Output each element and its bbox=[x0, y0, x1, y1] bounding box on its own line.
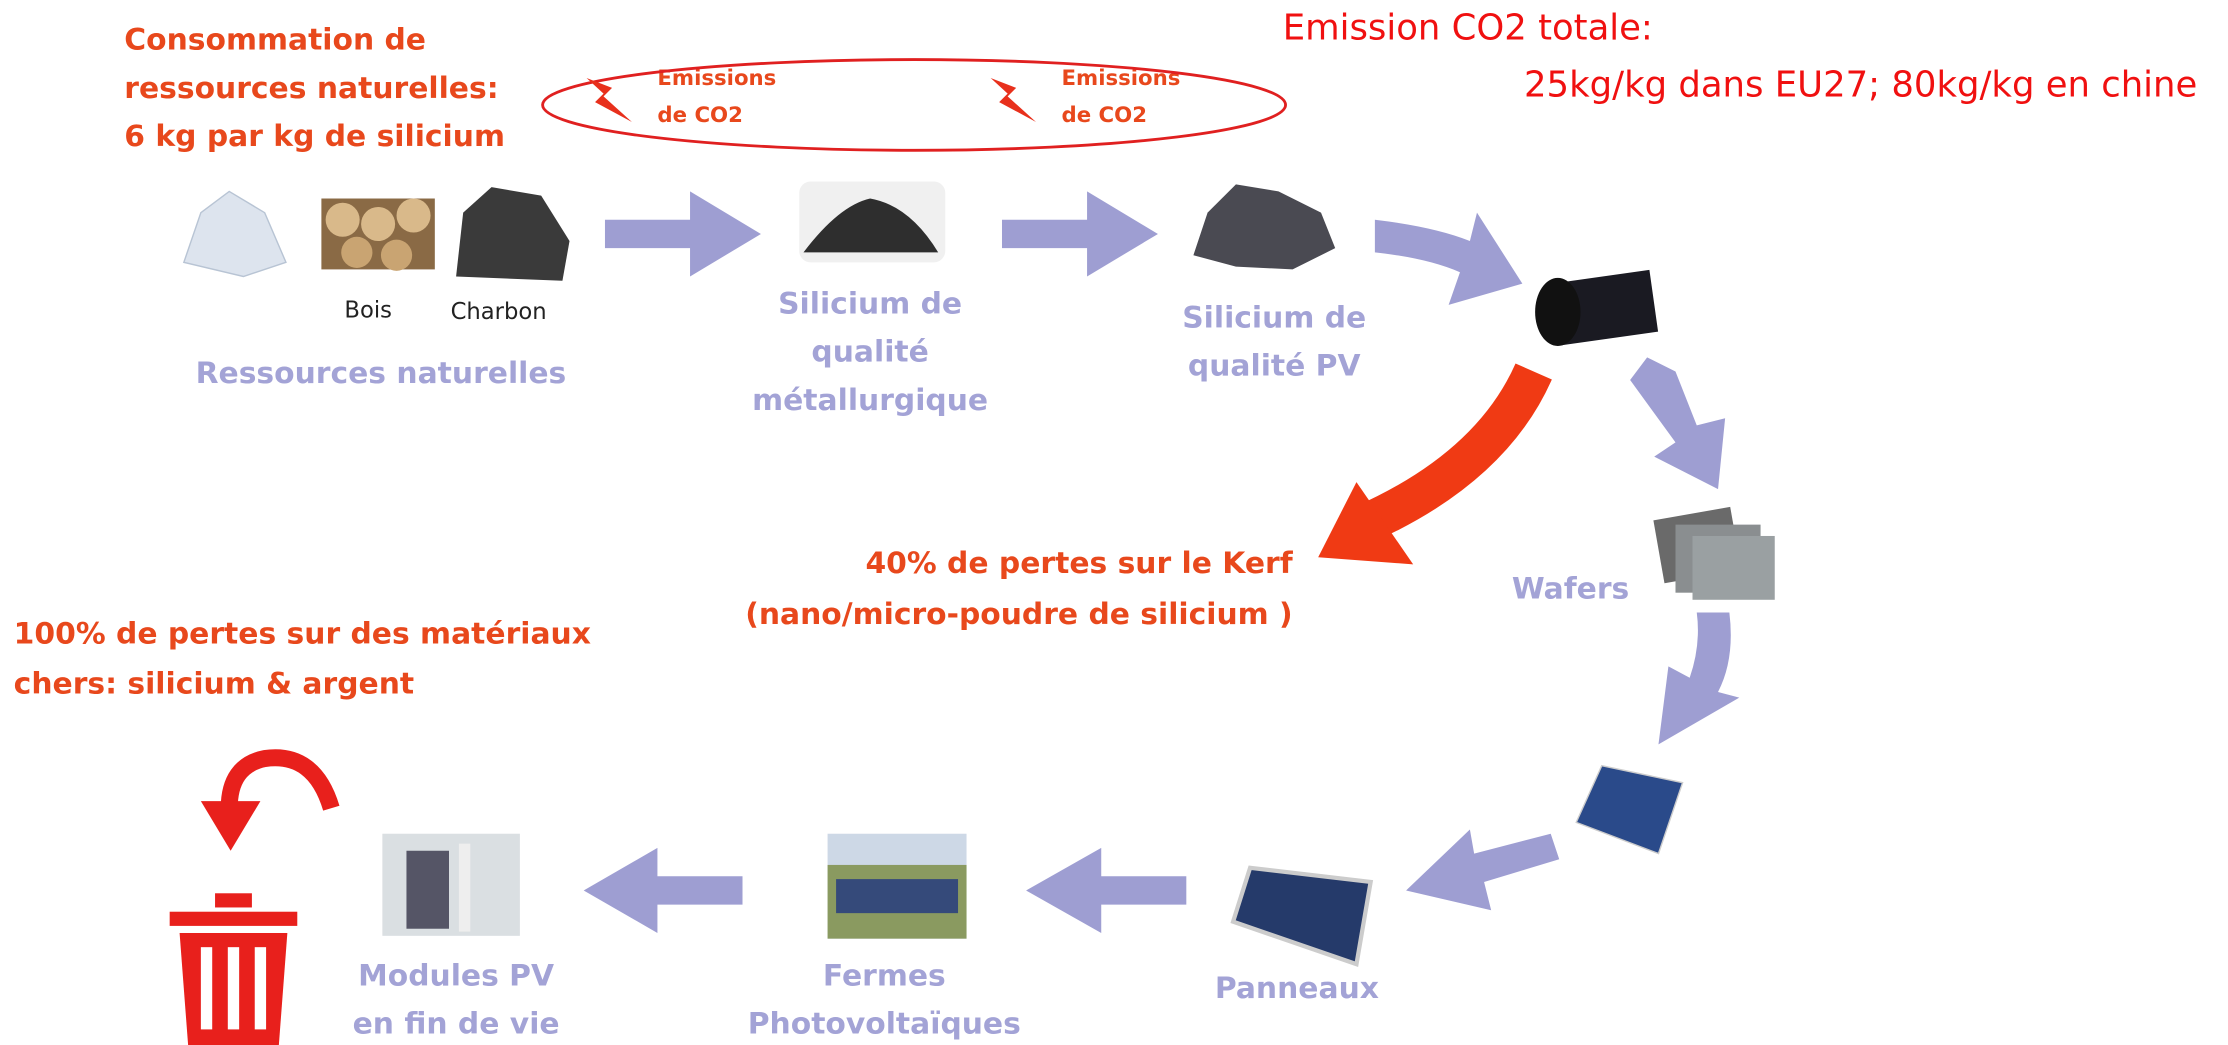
item-label: Charbon bbox=[451, 299, 547, 325]
note: 6 kg par kg de silicium bbox=[124, 119, 505, 154]
step-label: Silicium de bbox=[1182, 301, 1366, 336]
red-arrow bbox=[229, 758, 331, 808]
pv-si bbox=[1193, 184, 1335, 269]
flow-arrow bbox=[1658, 613, 1739, 745]
step-label: qualité bbox=[811, 335, 928, 370]
kerf-loss: (nano/micro-poudre de silicium ) bbox=[745, 597, 1292, 632]
panel bbox=[1233, 868, 1371, 964]
step-label: Photovoltaïques bbox=[748, 1007, 1021, 1042]
emission-label: de CO2 bbox=[657, 103, 742, 128]
wood bbox=[321, 199, 434, 271]
step-label: Ressources naturelles bbox=[196, 356, 567, 391]
lightning bbox=[587, 78, 632, 122]
charcoal bbox=[456, 187, 569, 281]
modules bbox=[382, 834, 520, 936]
kerf-arrow bbox=[1364, 371, 1534, 524]
step-label: Modules PV bbox=[358, 958, 554, 993]
farm bbox=[828, 834, 967, 939]
emission-label: de CO2 bbox=[1062, 103, 1147, 128]
flow-arrow bbox=[605, 191, 761, 276]
solar-cell bbox=[1576, 766, 1682, 854]
flow-arrow bbox=[1002, 191, 1158, 276]
flow-arrow bbox=[1026, 848, 1186, 933]
red-arrow-head bbox=[201, 801, 261, 851]
flow-arrow bbox=[1375, 213, 1522, 305]
step-label: Panneaux bbox=[1215, 971, 1379, 1006]
step-label: en fin de vie bbox=[353, 1007, 560, 1042]
step-label: métallurgique bbox=[752, 383, 988, 418]
diagram: Consommation de ressources naturelles: 6… bbox=[0, 0, 2228, 1045]
ingot bbox=[1535, 270, 1658, 346]
end-loss: chers: silicium & argent bbox=[14, 666, 414, 701]
lightning bbox=[991, 78, 1036, 122]
quartz bbox=[184, 191, 286, 276]
note: ressources naturelles: bbox=[124, 71, 498, 106]
step-label: Silicium de bbox=[778, 286, 962, 321]
flow-arrow bbox=[1630, 357, 1725, 489]
total-emission: Emission CO2 totale: bbox=[1283, 8, 1653, 49]
trash bbox=[170, 893, 298, 1045]
flow-arrow bbox=[584, 848, 743, 933]
note: Consommation de bbox=[124, 23, 426, 58]
step-label: Wafers bbox=[1512, 571, 1629, 606]
end-loss: 100% de pertes sur des matériaux bbox=[14, 617, 591, 652]
emission-ellipse bbox=[543, 60, 1286, 151]
item-label: Bois bbox=[344, 298, 392, 324]
wafers bbox=[1653, 507, 1774, 600]
step-label: qualité PV bbox=[1188, 349, 1361, 384]
kerf-loss: 40% de pertes sur le Kerf bbox=[865, 546, 1293, 581]
step-label: Fermes bbox=[823, 958, 946, 993]
flow-arrow bbox=[1406, 829, 1559, 910]
total-emission: 25kg/kg dans EU27; 80kg/kg en chine bbox=[1524, 64, 2197, 105]
